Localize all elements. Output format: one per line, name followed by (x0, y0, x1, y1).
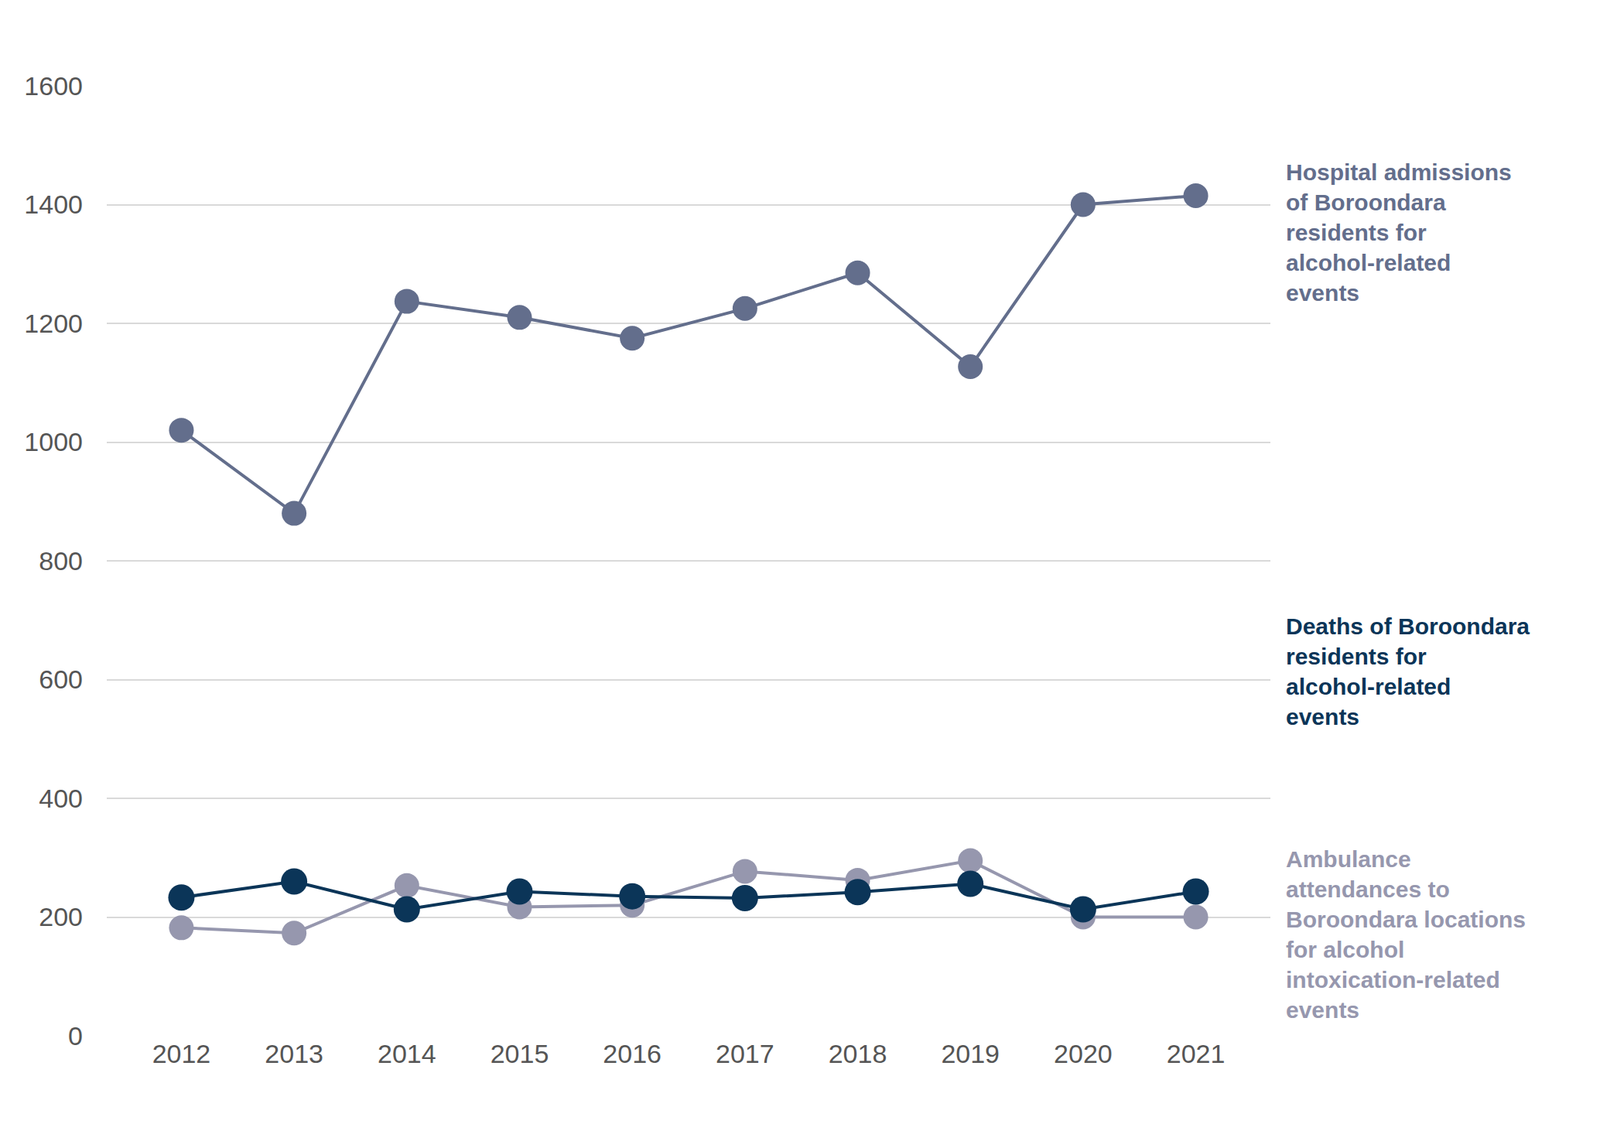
svg-text:200: 200 (38, 902, 83, 932)
svg-text:2019: 2019 (940, 1039, 1000, 1069)
svg-text:1600: 1600 (23, 71, 83, 101)
svg-text:1400: 1400 (23, 189, 83, 219)
svg-text:2018: 2018 (828, 1039, 888, 1069)
svg-text:2017: 2017 (715, 1039, 775, 1069)
svg-text:1000: 1000 (23, 427, 83, 457)
svg-text:1200: 1200 (23, 308, 83, 339)
svg-text:2015: 2015 (490, 1039, 550, 1069)
svg-text:2020: 2020 (1053, 1039, 1113, 1069)
svg-text:2014: 2014 (377, 1039, 437, 1069)
svg-text:600: 600 (38, 664, 83, 695)
svg-text:Deaths of Boroondararesidents: Deaths of Boroondararesidents foralcohol… (1285, 613, 1530, 730)
svg-text:2013: 2013 (264, 1039, 324, 1069)
svg-text:2016: 2016 (602, 1039, 662, 1069)
svg-text:400: 400 (38, 783, 83, 814)
svg-text:Hospital admissionsof Boroonda: Hospital admissionsof Boroondararesident… (1285, 159, 1512, 306)
svg-text:2021: 2021 (1166, 1039, 1226, 1069)
svg-text:800: 800 (38, 546, 83, 576)
svg-text:Ambulanceattendances toBoroond: Ambulanceattendances toBoroondara locati… (1285, 846, 1526, 1023)
svg-text:2012: 2012 (152, 1039, 212, 1069)
svg-text:0: 0 (68, 1021, 83, 1051)
